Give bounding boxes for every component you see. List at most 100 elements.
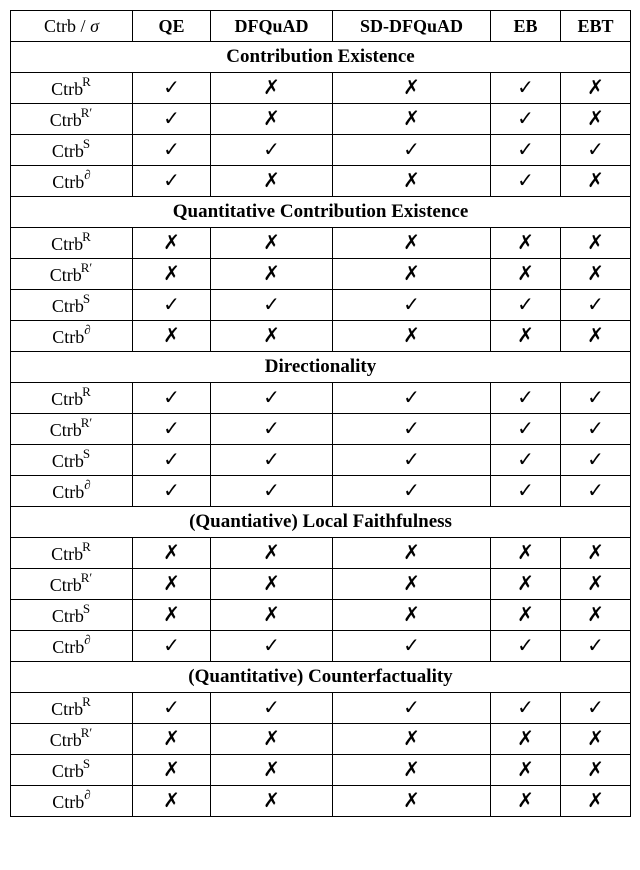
cross-cell: ✗	[133, 259, 211, 290]
check-cell: ✓	[133, 414, 211, 445]
cross-cell: ✗	[333, 569, 491, 600]
table-row: CtrbR′✓✗✗✓✗	[11, 104, 631, 135]
table-row: Ctrb∂✗✗✗✗✗	[11, 786, 631, 817]
cross-cell: ✗	[211, 166, 333, 197]
cross-cell: ✗	[561, 755, 631, 786]
check-cell: ✓	[491, 383, 561, 414]
row-label: CtrbR′	[11, 104, 133, 135]
row-label: CtrbR	[11, 73, 133, 104]
check-cell: ✓	[133, 693, 211, 724]
table-row: CtrbR′✗✗✗✗✗	[11, 259, 631, 290]
row-label: Ctrb∂	[11, 631, 133, 662]
row-label: Ctrb∂	[11, 786, 133, 817]
row-label: CtrbR′	[11, 724, 133, 755]
row-label: CtrbS	[11, 755, 133, 786]
cross-cell: ✗	[561, 228, 631, 259]
cross-cell: ✗	[561, 73, 631, 104]
row-label: CtrbR	[11, 693, 133, 724]
cross-cell: ✗	[561, 724, 631, 755]
check-cell: ✓	[211, 383, 333, 414]
cross-cell: ✗	[211, 569, 333, 600]
check-cell: ✓	[133, 476, 211, 507]
check-cell: ✓	[133, 73, 211, 104]
cross-cell: ✗	[211, 786, 333, 817]
cross-cell: ✗	[491, 538, 561, 569]
header-row: Ctrb / σQEDFQuADSD-DFQuADEBEBT	[11, 11, 631, 42]
col-header: QE	[133, 11, 211, 42]
section-header-row: Quantitative Contribution Existence	[11, 197, 631, 228]
cross-cell: ✗	[333, 724, 491, 755]
cross-cell: ✗	[211, 228, 333, 259]
table-row: Ctrb∂✗✗✗✗✗	[11, 321, 631, 352]
table-row: CtrbS✓✓✓✓✓	[11, 290, 631, 321]
cross-cell: ✗	[133, 538, 211, 569]
table-row: CtrbR′✗✗✗✗✗	[11, 569, 631, 600]
check-cell: ✓	[211, 135, 333, 166]
check-cell: ✓	[561, 476, 631, 507]
cross-cell: ✗	[133, 724, 211, 755]
check-cell: ✓	[561, 631, 631, 662]
row-label: CtrbR	[11, 383, 133, 414]
cross-cell: ✗	[211, 755, 333, 786]
section-title: Quantitative Contribution Existence	[11, 197, 631, 228]
check-cell: ✓	[491, 104, 561, 135]
check-cell: ✓	[133, 290, 211, 321]
check-cell: ✓	[211, 290, 333, 321]
table-row: Ctrb∂✓✓✓✓✓	[11, 631, 631, 662]
cross-cell: ✗	[561, 538, 631, 569]
table-row: CtrbR✓✓✓✓✓	[11, 383, 631, 414]
cross-cell: ✗	[491, 600, 561, 631]
row-label: CtrbS	[11, 445, 133, 476]
table-row: CtrbR✗✗✗✗✗	[11, 538, 631, 569]
cross-cell: ✗	[491, 755, 561, 786]
cross-cell: ✗	[491, 569, 561, 600]
row-label: CtrbR′	[11, 414, 133, 445]
section-header-row: (Quantiative) Local Faithfulness	[11, 507, 631, 538]
col-header: DFQuAD	[211, 11, 333, 42]
cross-cell: ✗	[561, 321, 631, 352]
check-cell: ✓	[333, 631, 491, 662]
cross-cell: ✗	[491, 724, 561, 755]
cross-cell: ✗	[333, 73, 491, 104]
check-cell: ✓	[333, 414, 491, 445]
section-title: Contribution Existence	[11, 42, 631, 73]
check-cell: ✓	[491, 135, 561, 166]
cross-cell: ✗	[333, 786, 491, 817]
cross-cell: ✗	[333, 228, 491, 259]
check-cell: ✓	[211, 631, 333, 662]
table-row: Ctrb∂✓✗✗✓✗	[11, 166, 631, 197]
cross-cell: ✗	[333, 321, 491, 352]
cross-cell: ✗	[491, 786, 561, 817]
cross-cell: ✗	[133, 321, 211, 352]
cross-cell: ✗	[133, 755, 211, 786]
cross-cell: ✗	[561, 600, 631, 631]
check-cell: ✓	[133, 383, 211, 414]
cross-cell: ✗	[561, 786, 631, 817]
row-label: CtrbR	[11, 538, 133, 569]
check-cell: ✓	[133, 104, 211, 135]
cross-cell: ✗	[491, 228, 561, 259]
table-row: CtrbR′✓✓✓✓✓	[11, 414, 631, 445]
section-title: Directionality	[11, 352, 631, 383]
cross-cell: ✗	[211, 321, 333, 352]
cross-cell: ✗	[133, 600, 211, 631]
col-header: EB	[491, 11, 561, 42]
check-cell: ✓	[133, 445, 211, 476]
table-row: CtrbR✓✓✓✓✓	[11, 693, 631, 724]
cross-cell: ✗	[133, 228, 211, 259]
col-header: SD-DFQuAD	[333, 11, 491, 42]
properties-table: Ctrb / σQEDFQuADSD-DFQuADEBEBTContributi…	[10, 10, 631, 817]
section-title: (Quantiative) Local Faithfulness	[11, 507, 631, 538]
check-cell: ✓	[491, 445, 561, 476]
row-label: CtrbS	[11, 600, 133, 631]
check-cell: ✓	[211, 476, 333, 507]
check-cell: ✓	[561, 445, 631, 476]
cross-cell: ✗	[133, 569, 211, 600]
table-row: Ctrb∂✓✓✓✓✓	[11, 476, 631, 507]
cross-cell: ✗	[491, 321, 561, 352]
check-cell: ✓	[333, 445, 491, 476]
check-cell: ✓	[491, 693, 561, 724]
check-cell: ✓	[491, 166, 561, 197]
cross-cell: ✗	[333, 755, 491, 786]
check-cell: ✓	[133, 135, 211, 166]
